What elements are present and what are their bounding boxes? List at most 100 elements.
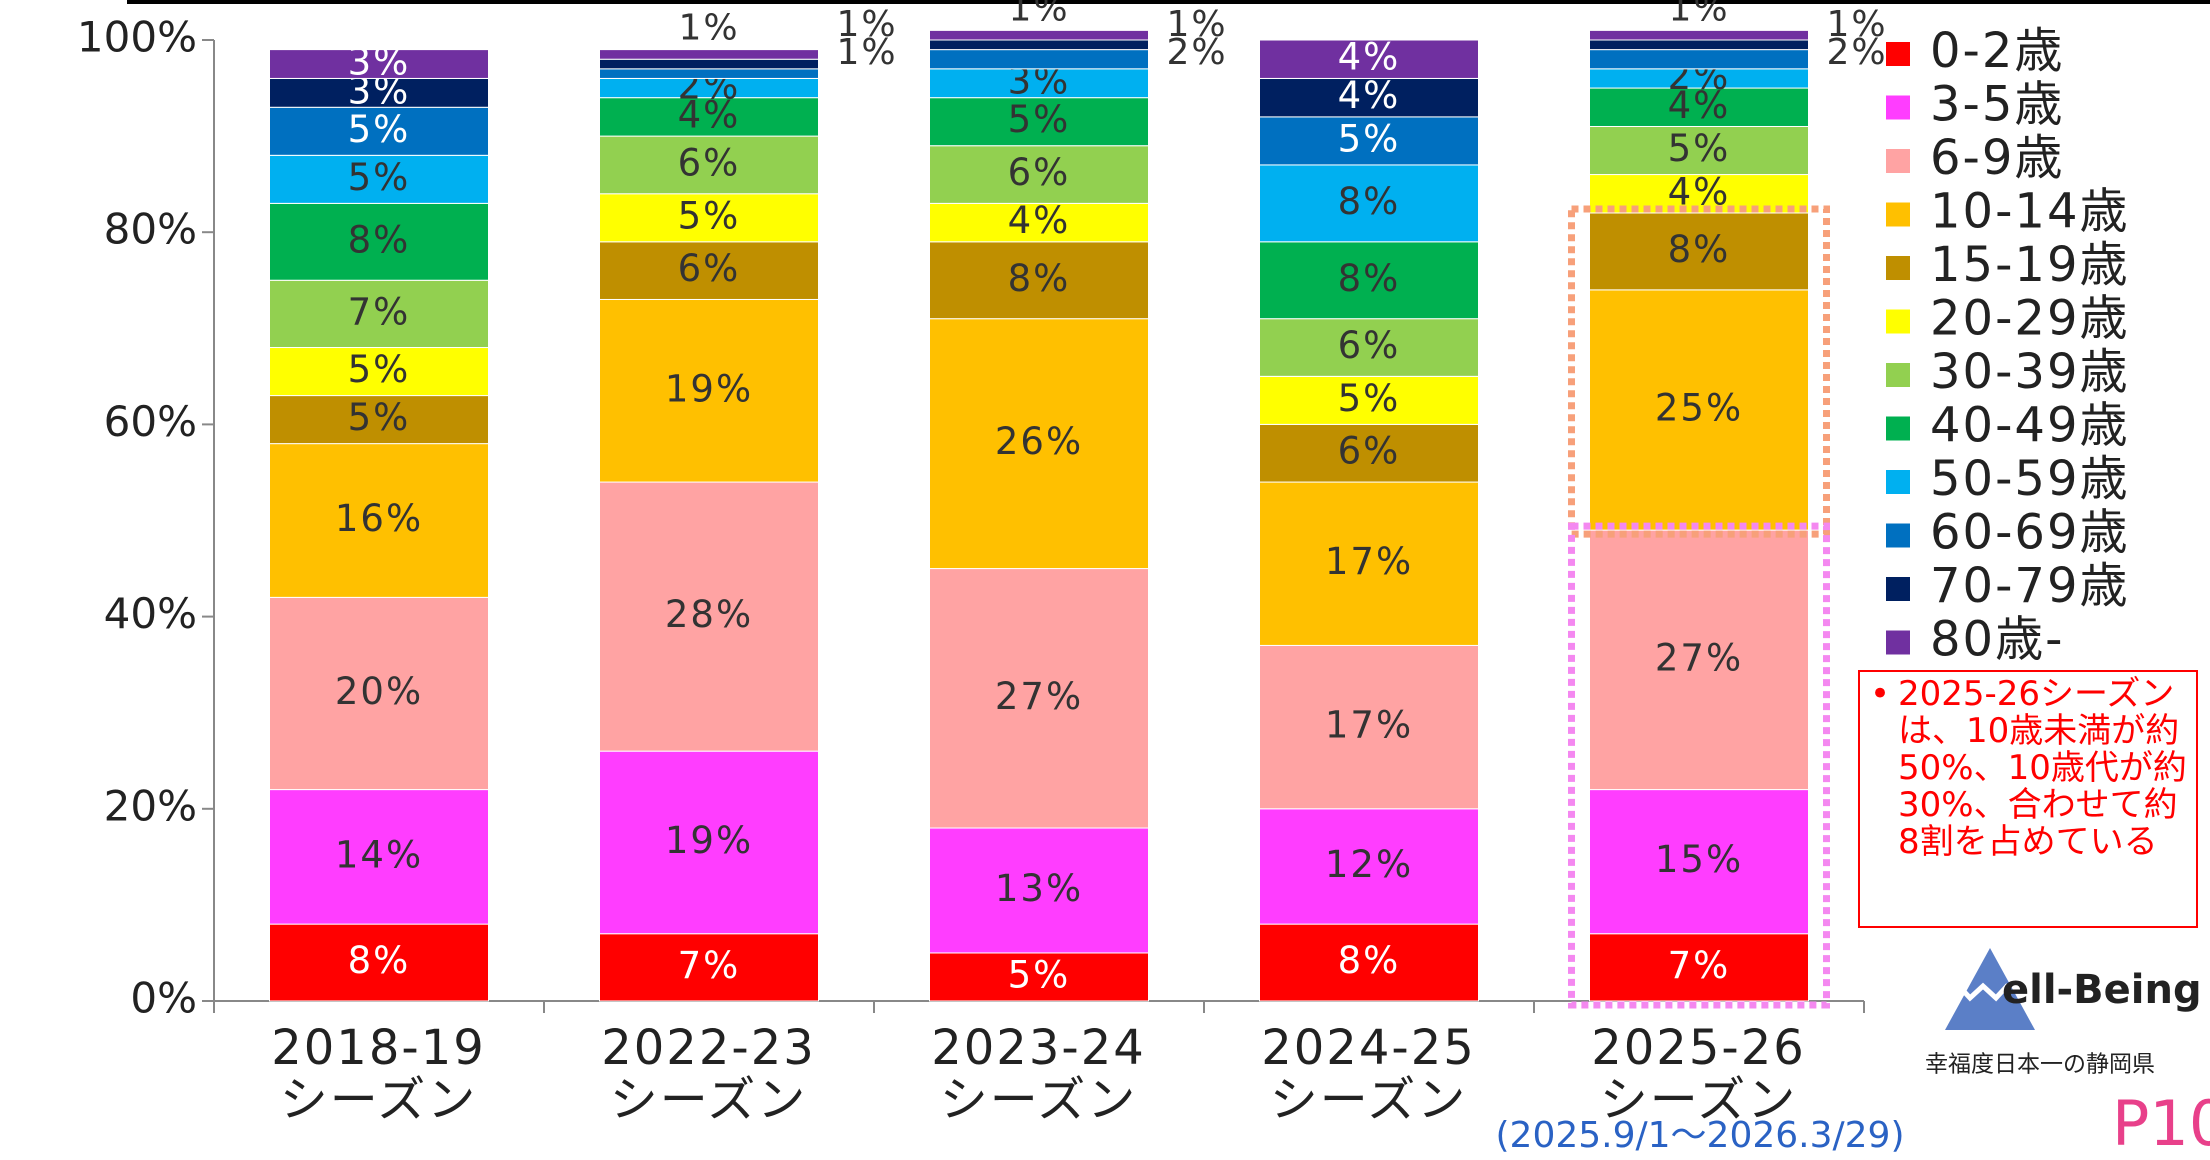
bar-segment	[929, 952, 1149, 1002]
value-label: 17%	[1325, 704, 1413, 747]
value-label: 5%	[678, 194, 741, 237]
value-label: 1%	[678, 8, 739, 49]
bar-segment	[1589, 87, 1809, 127]
value-label: 5%	[1008, 98, 1071, 141]
value-label: 16%	[335, 497, 423, 540]
logo-mark	[1945, 948, 2035, 1030]
bar-segment	[269, 347, 489, 397]
value-label: 6%	[1008, 151, 1071, 194]
value-label: 17%	[1325, 540, 1413, 583]
bar-segment	[929, 97, 1149, 147]
period: (2025.9/1～2026.3/29)	[1496, 1115, 1905, 1156]
x-tick-label: 2022-23 シーズン	[601, 1020, 816, 1128]
value-label: 28%	[665, 593, 753, 636]
bar-segment	[269, 77, 489, 108]
value-label: 1%	[1008, 0, 1069, 29]
bar-segment	[1589, 49, 1809, 70]
value-label: 14%	[335, 833, 423, 876]
bar-segment	[1259, 923, 1479, 1002]
value-label: 1%	[837, 4, 898, 45]
value-label: 25%	[1655, 386, 1743, 429]
value-label: 19%	[665, 819, 753, 862]
value-label: 15%	[1655, 838, 1743, 881]
legend-swatch	[1886, 309, 1910, 334]
bar-segment	[1259, 644, 1479, 810]
y-tick-label: 40%	[104, 589, 197, 638]
legend-label: 20-29歳	[1930, 291, 2129, 347]
bar-segment	[929, 39, 1149, 51]
highlight-teen	[1568, 205, 1830, 538]
legend-label: 70-79歳	[1930, 558, 2129, 614]
value-label: 7%	[1668, 944, 1731, 987]
value-label: 27%	[995, 675, 1083, 718]
bar-segment	[1589, 29, 1809, 41]
legend-swatch	[1886, 202, 1910, 227]
value-label: 1%	[1668, 0, 1729, 29]
bar-segment	[599, 298, 819, 483]
value-label: 5%	[348, 108, 411, 151]
bar-segment	[269, 923, 489, 1002]
value-label: 8%	[1008, 257, 1071, 300]
value-label: 4%	[678, 93, 741, 136]
bar-segment	[269, 154, 489, 204]
value-label: 19%	[665, 367, 753, 410]
value-label: 5%	[348, 396, 411, 439]
bar-segment	[929, 68, 1149, 99]
bar-segment	[599, 933, 819, 1002]
bar-segment	[1259, 241, 1479, 320]
value-label: 3%	[348, 41, 411, 84]
bar-segment	[599, 750, 819, 935]
value-label: 4%	[1008, 199, 1071, 242]
bar-segment	[1259, 481, 1479, 646]
bar-segment	[1259, 423, 1479, 483]
bar-segment	[929, 241, 1149, 320]
bar-segment	[929, 29, 1149, 41]
legend-swatch	[1886, 523, 1910, 548]
bar-segment	[1259, 375, 1479, 425]
legend-label: 6-9歳	[1930, 130, 2064, 186]
bar-segment	[599, 97, 819, 137]
value-label: 8%	[348, 218, 411, 261]
value-label: 6%	[1338, 430, 1401, 473]
bar-segment	[269, 202, 489, 281]
legend-swatch	[1886, 256, 1910, 280]
value-label: 8%	[1338, 939, 1401, 982]
value-label: 4%	[1338, 74, 1401, 117]
value-label: 20%	[335, 670, 423, 713]
value-label: 5%	[348, 348, 411, 391]
logo-w	[1956, 982, 2010, 1002]
legend-label: 50-59歳	[1930, 451, 2129, 507]
value-label: 26%	[995, 420, 1083, 463]
value-label: 5%	[1338, 117, 1401, 160]
legend-swatch	[1886, 363, 1910, 387]
value-label: 5%	[348, 156, 411, 199]
bar-segment	[1589, 289, 1809, 531]
value-label: 12%	[1325, 843, 1413, 886]
legend-swatch	[1886, 42, 1910, 66]
bar-segment	[1259, 318, 1479, 377]
bar-segment	[599, 481, 819, 752]
legend-swatch	[1886, 630, 1910, 655]
bar-segment	[269, 106, 489, 156]
bar-segment	[599, 193, 819, 243]
x-tick-label: 2025-26 シーズン	[1591, 1020, 1806, 1128]
bar-segment	[929, 568, 1149, 829]
logo-subtitle: 幸福度日本一の静岡県	[1925, 1052, 2155, 1078]
annotation: 2025-26シーズンは、10歳未満が約50%、10歳代が約30%、合わせて約8…	[1858, 670, 2198, 928]
bar-segment	[269, 443, 489, 598]
bar-segment	[599, 135, 819, 195]
y-tick-label: 60%	[104, 397, 197, 446]
value-label: 1%	[1827, 4, 1888, 45]
value-label: 4%	[1668, 84, 1731, 127]
legend-swatch	[1886, 416, 1910, 441]
value-label: 6%	[678, 247, 741, 290]
value-label: 5%	[1668, 127, 1731, 170]
bar-segment	[599, 49, 819, 60]
value-label: 5%	[1008, 953, 1071, 996]
value-label: 2%	[1167, 32, 1228, 73]
value-label: 7%	[348, 290, 411, 333]
value-label: 6%	[678, 141, 741, 184]
bar-segment	[1589, 125, 1809, 176]
